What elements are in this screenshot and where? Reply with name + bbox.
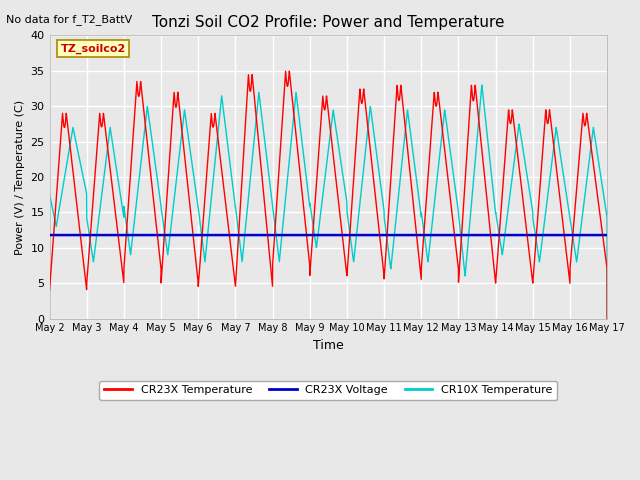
Y-axis label: Power (V) / Temperature (C): Power (V) / Temperature (C) <box>15 99 25 254</box>
Legend: CR23X Temperature, CR23X Voltage, CR10X Temperature: CR23X Temperature, CR23X Voltage, CR10X … <box>99 381 557 400</box>
Text: No data for f_T2_BattV: No data for f_T2_BattV <box>6 14 132 25</box>
Text: TZ_soilco2: TZ_soilco2 <box>61 44 126 54</box>
Title: Tonzi Soil CO2 Profile: Power and Temperature: Tonzi Soil CO2 Profile: Power and Temper… <box>152 15 504 30</box>
X-axis label: Time: Time <box>313 339 344 352</box>
